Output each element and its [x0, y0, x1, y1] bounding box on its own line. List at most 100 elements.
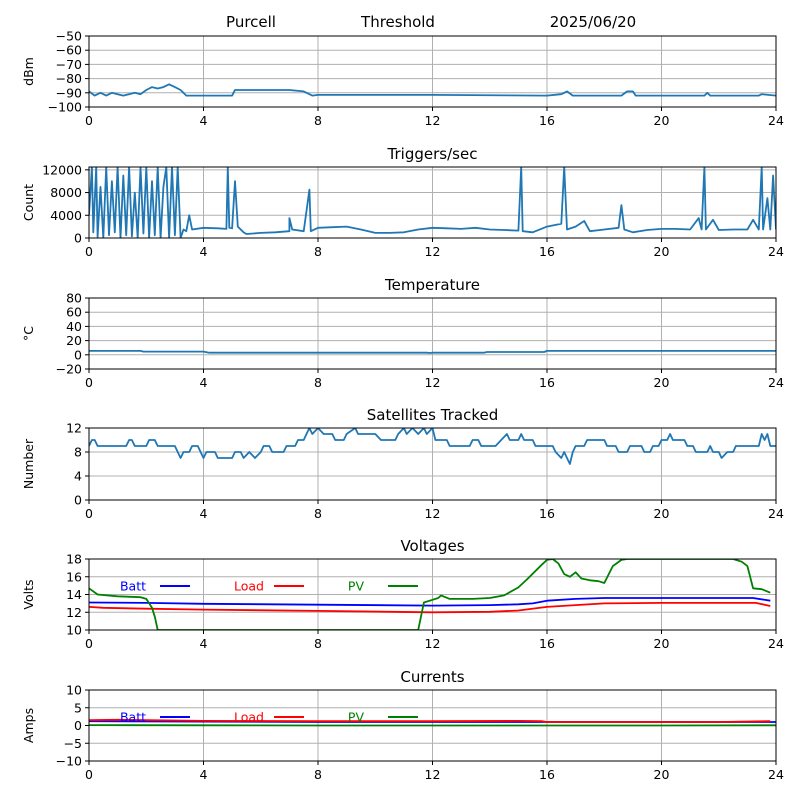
x-tick-label: 16 — [539, 767, 555, 782]
x-tick-label: 20 — [654, 636, 670, 651]
x-tick-label: 16 — [539, 113, 555, 128]
x-tick-label: 0 — [85, 375, 93, 390]
x-tick-label: 12 — [425, 636, 441, 651]
series-line-load — [89, 602, 771, 614]
x-tick-label: 16 — [539, 636, 555, 651]
x-tick-label: 20 — [654, 506, 670, 521]
y-tick-label: 4000 — [50, 208, 82, 223]
grid-lines — [88, 297, 777, 370]
x-tick-label: 8 — [314, 636, 322, 651]
y-tick-label: 0 — [74, 231, 82, 246]
legend-label-pv: PV — [348, 579, 365, 594]
x-tick-label: 16 — [539, 506, 555, 521]
x-tick-label: 16 — [539, 375, 555, 390]
figure-header: Purcell Threshold 2025/06/20 — [226, 13, 636, 31]
legend: Batt Load PV — [120, 579, 418, 594]
grid-lines — [88, 558, 777, 631]
x-tick-label: 20 — [654, 375, 670, 390]
y-tick-label: 12 — [66, 421, 82, 436]
x-tick-label: 4 — [200, 244, 208, 259]
y-tick-label: 8 — [74, 445, 82, 460]
x-tick-label: 8 — [314, 244, 322, 259]
y-tick-label: −20 — [56, 362, 82, 377]
x-tick-label: 0 — [85, 244, 93, 259]
panel-dbm: 0 4 8 12 16 20 24 −100−90−80−70−60−50 dBm — [21, 29, 784, 129]
series-line-load — [89, 718, 771, 723]
panel-title: Voltages — [400, 537, 464, 555]
panel-voltages: 0 4 8 12 16 20 24 10 12 14 16 18 Voltages Volts Batt Lo… — [21, 537, 784, 651]
series-line-batt — [89, 597, 771, 607]
x-tick-label: 24 — [768, 375, 784, 390]
legend-label-batt: Batt — [120, 579, 146, 594]
x-tick-label: 12 — [425, 375, 441, 390]
axis-ticks: 0 4 8 12 16 20 24 0 4 8 12 — [66, 421, 784, 522]
y-tick-label: 40 — [66, 319, 82, 334]
y-tick-label: −70 — [56, 57, 82, 72]
x-tick-label: 16 — [539, 244, 555, 259]
x-tick-label: 8 — [314, 767, 322, 782]
y-tick-label: 18 — [66, 552, 82, 567]
y-tick-label: 0 — [74, 347, 82, 362]
series-line — [89, 83, 776, 97]
axis-ticks: 0 4 8 12 16 20 24 10 12 14 16 18 — [66, 552, 784, 652]
y-tick-label: −10 — [56, 754, 82, 769]
y-axis-label: Amps — [21, 708, 36, 743]
y-tick-label: 14 — [66, 587, 82, 602]
y-tick-label: 20 — [66, 333, 82, 348]
legend-label-load: Load — [234, 710, 264, 725]
y-axis-label: Number — [21, 438, 36, 489]
y-tick-label: −5 — [64, 736, 82, 751]
y-tick-label: 80 — [66, 291, 82, 306]
x-tick-label: 8 — [314, 375, 322, 390]
panel-satellites: 0 4 8 12 16 20 24 0 4 8 12 Satellites Tracked Number — [21, 406, 784, 521]
y-tick-label: −100 — [48, 100, 82, 115]
y-tick-label: −50 — [56, 29, 82, 44]
x-tick-label: 0 — [85, 767, 93, 782]
x-tick-label: 4 — [200, 767, 208, 782]
x-tick-label: 24 — [768, 506, 784, 521]
axis-ticks: 0 4 8 12 16 20 24 −100−90−80−70−60−50 — [48, 29, 784, 129]
axis-ticks: 0 4 8 12 16 20 24 0 4000 8000 12000 — [42, 162, 784, 259]
x-tick-label: 0 — [85, 113, 93, 128]
y-tick-label: 4 — [74, 469, 82, 484]
x-tick-label: 12 — [425, 113, 441, 128]
x-tick-label: 4 — [200, 636, 208, 651]
y-tick-label: 0 — [74, 493, 82, 508]
x-tick-label: 0 — [85, 636, 93, 651]
series-line — [89, 350, 776, 354]
y-tick-label: 8000 — [50, 185, 82, 200]
axis-ticks: 0 4 8 12 16 20 24 −10 −5 0 5 10 — [56, 683, 784, 783]
y-tick-label: 10 — [66, 683, 82, 698]
y-tick-label: 12000 — [42, 162, 82, 177]
x-tick-label: 24 — [768, 113, 784, 128]
legend-label-pv: PV — [348, 710, 365, 725]
x-tick-label: 20 — [654, 767, 670, 782]
y-tick-label: 16 — [66, 569, 82, 584]
series-line — [89, 167, 776, 238]
x-tick-label: 4 — [200, 375, 208, 390]
legend-label-load: Load — [234, 579, 264, 594]
x-tick-label: 8 — [314, 506, 322, 521]
y-axis-label: Volts — [21, 579, 36, 609]
y-tick-label: 5 — [74, 700, 82, 715]
date-label: 2025/06/20 — [550, 13, 636, 31]
x-tick-label: 24 — [768, 767, 784, 782]
y-axis-label: Count — [21, 184, 36, 221]
x-tick-label: 4 — [200, 113, 208, 128]
y-tick-label: −60 — [56, 43, 82, 58]
panel-title: Currents — [400, 668, 464, 686]
y-tick-label: 60 — [66, 305, 82, 320]
x-tick-label: 4 — [200, 506, 208, 521]
y-axis-label: dBm — [21, 57, 36, 86]
panel-triggers: 0 4 8 12 16 20 24 0 4000 8000 12000 Triggers/sec Cou… — [21, 145, 784, 259]
x-tick-label: 0 — [85, 506, 93, 521]
station-name: Purcell — [226, 13, 276, 31]
x-tick-label: 24 — [768, 244, 784, 259]
y-axis-label: °C — [21, 326, 36, 341]
panel-currents: 0 4 8 12 16 20 24 −10 −5 0 5 10 Currents Amps Batt Load… — [21, 668, 784, 782]
y-tick-label: −80 — [56, 71, 82, 86]
